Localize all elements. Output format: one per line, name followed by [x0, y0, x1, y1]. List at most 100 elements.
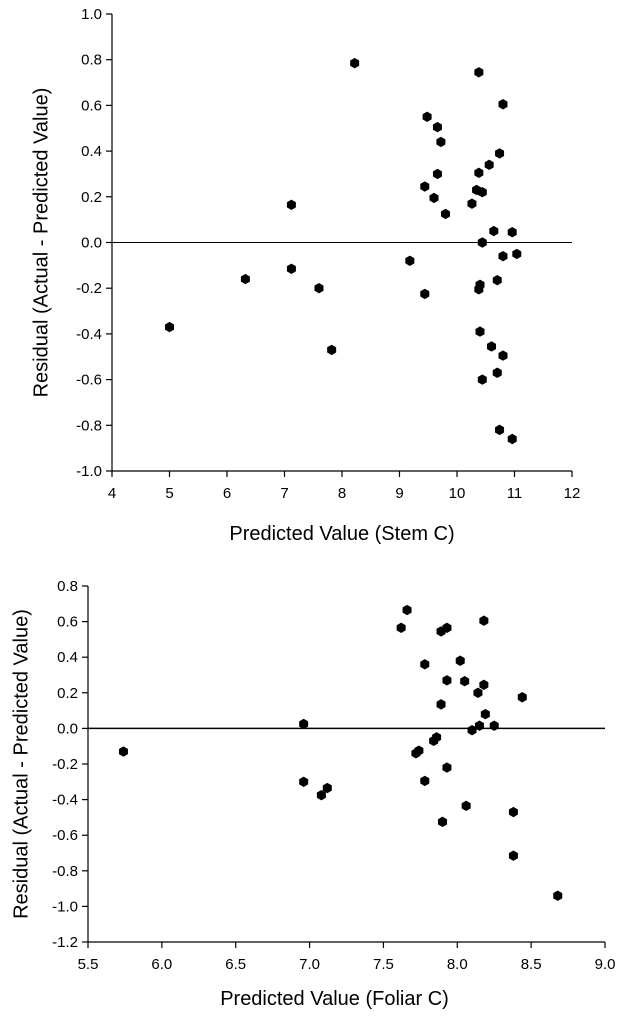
- y-tick-label: -0.2: [52, 756, 78, 773]
- data-point: [432, 732, 442, 743]
- data-point: [420, 659, 430, 670]
- data-point: [420, 181, 430, 192]
- data-point: [498, 350, 508, 361]
- y-tick-label: -0.8: [76, 417, 102, 434]
- data-point: [442, 622, 452, 634]
- y-tick-label: 0.0: [57, 720, 78, 737]
- x-axis-title: Predicted Value (Foliar C): [220, 988, 449, 1010]
- data-point: [492, 367, 502, 378]
- y-tick-label: 1.0: [81, 6, 102, 23]
- y-axis-title: Residual (Actual - Predicted Value): [30, 88, 52, 398]
- x-tick-label: 4: [108, 485, 116, 502]
- x-tick-label: 6: [223, 485, 231, 502]
- y-tick-label: -0.6: [52, 827, 78, 844]
- data-point: [477, 374, 487, 385]
- y-tick-label: 0.8: [57, 578, 78, 595]
- data-point: [498, 99, 508, 110]
- data-point: [420, 775, 430, 787]
- y-tick-label: -0.2: [76, 280, 102, 297]
- x-tick-label: 7: [280, 485, 288, 502]
- x-tick-label: 6.0: [151, 956, 172, 973]
- x-tick-label: 11: [507, 485, 523, 502]
- data-point: [474, 67, 484, 78]
- data-point: [474, 167, 484, 179]
- data-point: [429, 192, 439, 204]
- data-point: [512, 248, 522, 260]
- y-tick-label: -1.0: [76, 463, 102, 480]
- data-point: [479, 679, 489, 690]
- data-point: [436, 136, 446, 148]
- data-point: [507, 433, 517, 445]
- x-tick-label: 6.5: [225, 956, 246, 973]
- data-point: [475, 279, 485, 290]
- x-tick-label: 5: [165, 485, 173, 502]
- x-axis-title: Predicted Value (Stem C): [229, 523, 454, 545]
- data-point: [467, 198, 477, 209]
- data-point: [475, 326, 485, 337]
- data-point: [316, 789, 326, 801]
- data-point: [461, 800, 471, 812]
- data-point: [489, 225, 499, 237]
- data-point: [402, 604, 412, 616]
- x-tick-label: 9: [395, 485, 403, 502]
- y-tick-label: 0.2: [57, 685, 78, 702]
- data-point: [432, 168, 442, 180]
- data-point: [480, 708, 490, 720]
- data-point: [474, 720, 484, 731]
- data-point: [473, 687, 483, 698]
- y-tick-label: 0.2: [81, 189, 102, 206]
- y-tick-label: 0.8: [81, 52, 102, 69]
- data-point: [455, 655, 465, 666]
- data-point: [489, 720, 499, 731]
- data-point: [118, 746, 128, 757]
- data-point: [436, 699, 446, 710]
- stem-c-residual-plot: -1.0 -0.8 -0.6 -0.4 -0.2 0.0 0.2 0.4 0.6 0.8 1.0 4 5…: [30, 6, 580, 545]
- data-point: [467, 724, 477, 736]
- data-point: [487, 341, 496, 352]
- x-tick-label: 8: [338, 485, 346, 502]
- data-point: [240, 273, 250, 285]
- y-tick-label: 0.0: [81, 235, 102, 252]
- y-tick-label: 0.6: [81, 97, 102, 114]
- x-tick-label: 10: [449, 485, 466, 502]
- data-point: [299, 776, 309, 787]
- x-tick-label: 7.0: [299, 956, 320, 973]
- data-point: [432, 121, 442, 133]
- y-tick-label: -0.6: [76, 372, 102, 389]
- y-axis-title: Residual (Actual - Predicted Value): [10, 609, 32, 919]
- y-tick-label: -0.8: [52, 863, 78, 880]
- data-point: [414, 745, 424, 756]
- y-tick-label: -1.2: [52, 934, 78, 951]
- data-point: [442, 675, 452, 686]
- x-tick-label: 7.5: [373, 956, 394, 973]
- data-point: [420, 288, 430, 300]
- data-point: [508, 806, 518, 818]
- data-point: [438, 816, 448, 828]
- y-tick-label: 0.4: [57, 649, 78, 666]
- data-point: [517, 692, 527, 703]
- y-tick-label: 0.4: [81, 143, 102, 160]
- data-point: [286, 263, 296, 274]
- data-point: [492, 275, 502, 286]
- data-point: [327, 344, 337, 356]
- data-point: [477, 237, 487, 248]
- foliar-c-residual-plot: -1.2 -1.0 -0.8 -0.6 -0.4 -0.2 0.0 0.2 0.4 0.6 0.8 5…: [10, 578, 615, 1010]
- y-tick-label: -1.0: [52, 898, 78, 915]
- data-point: [495, 424, 505, 436]
- data-point: [553, 890, 563, 901]
- data-point: [460, 676, 470, 687]
- x-tick-label: 5.5: [78, 956, 99, 973]
- data-point: [498, 251, 508, 262]
- data-point: [477, 187, 487, 198]
- data-point: [508, 850, 518, 861]
- data-point: [507, 227, 517, 238]
- data-point: [422, 111, 432, 123]
- data-point: [495, 148, 505, 159]
- y-tick-label: 0.6: [57, 614, 78, 631]
- data-point: [405, 255, 415, 266]
- data-point: [442, 762, 452, 773]
- data-point: [484, 159, 494, 171]
- x-tick-label: 8.5: [521, 956, 542, 973]
- y-tick-label: -0.4: [76, 326, 102, 343]
